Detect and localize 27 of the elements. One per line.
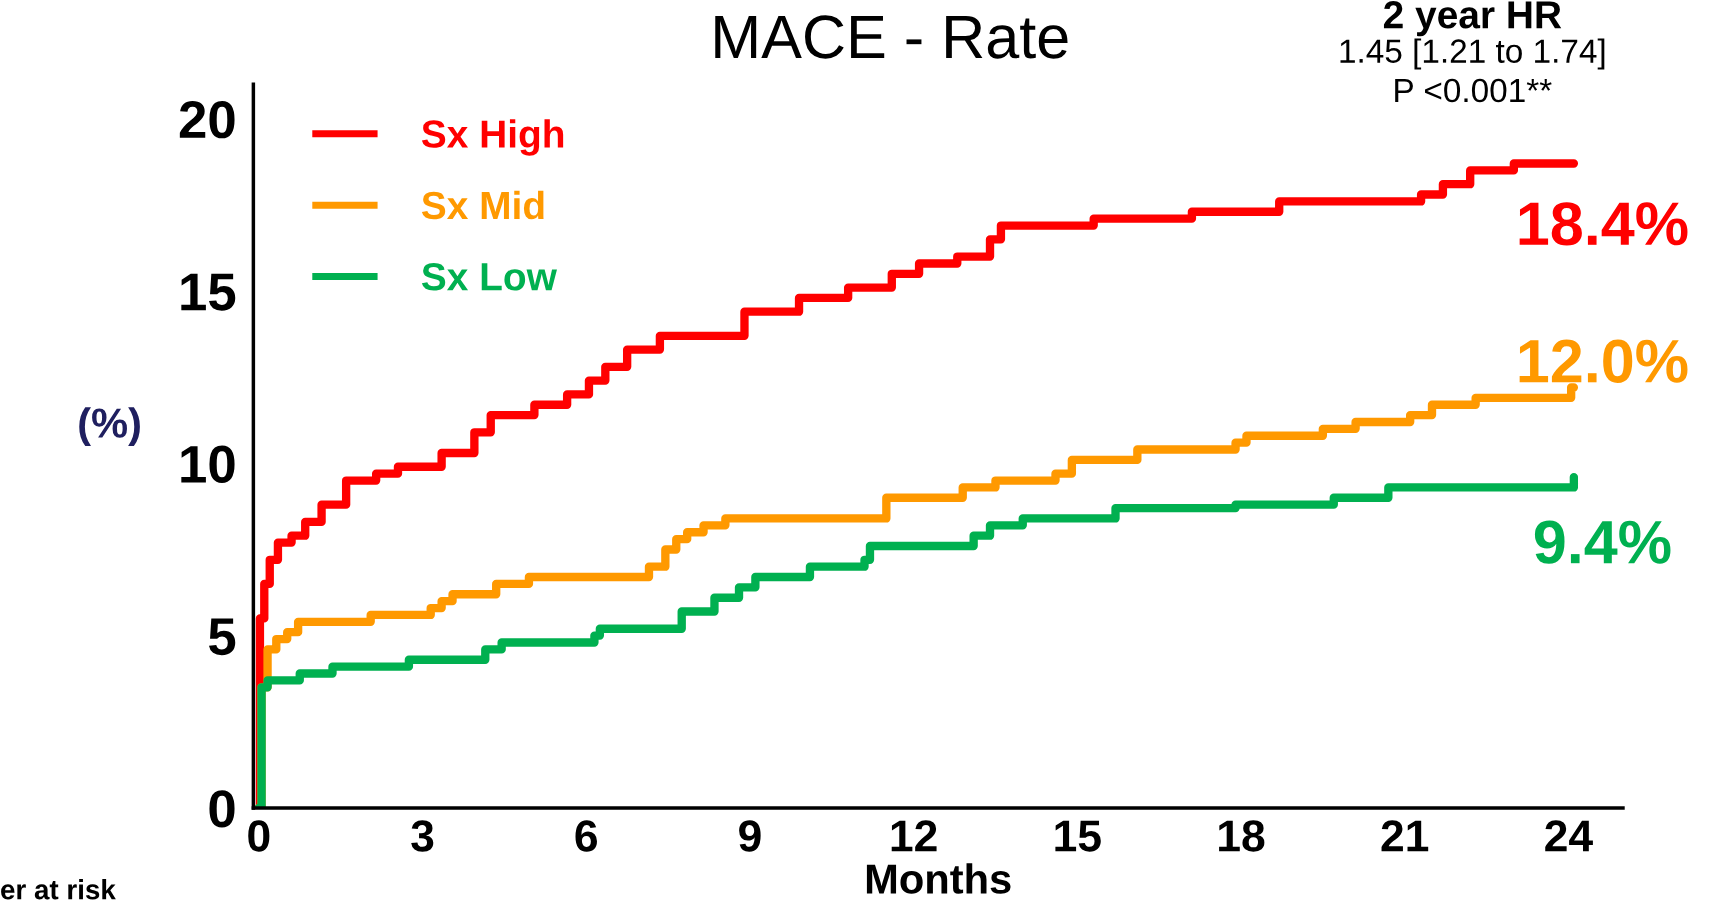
x-tick-label: 24 — [1545, 820, 1593, 852]
y-tick-label: 0 — [209, 790, 235, 828]
x-tick-label: 21 — [1381, 820, 1429, 852]
x-tick-label: 18 — [1219, 820, 1265, 852]
legend-label: Sx Low — [421, 262, 557, 291]
annotation: 18.4% — [1519, 202, 1688, 246]
x-axis-title: Months — [866, 863, 1011, 894]
y-axis-title: (%) — [79, 407, 140, 447]
annotation: P <0.001** — [1395, 78, 1552, 103]
text: er at risk — [1, 879, 116, 900]
x-tick-label: 6 — [575, 820, 597, 852]
annotation: 9.4% — [1534, 520, 1671, 564]
x-tick-label: 15 — [1055, 820, 1101, 852]
x-tick-label: 0 — [248, 820, 270, 852]
annotation: 12.0% — [1519, 339, 1688, 383]
x-tick-label: 3 — [411, 820, 434, 852]
legend-label: Sx Mid — [421, 190, 544, 220]
y-tick-label: 10 — [181, 445, 235, 483]
chart-title: MACE - Rate — [715, 15, 1068, 59]
x-tick-label: 9 — [739, 820, 761, 852]
text: 1.45 [1.21 to 1.74] — [1340, 38, 1605, 70]
text: 2 year HR — [1383, 1, 1562, 37]
y-tick-label: 20 — [179, 101, 235, 139]
legend-label: Sx High — [421, 119, 564, 156]
y-tick-label: 15 — [181, 273, 236, 311]
x-tick-label: 12 — [891, 820, 937, 852]
y-tick-label: 5 — [208, 618, 236, 656]
